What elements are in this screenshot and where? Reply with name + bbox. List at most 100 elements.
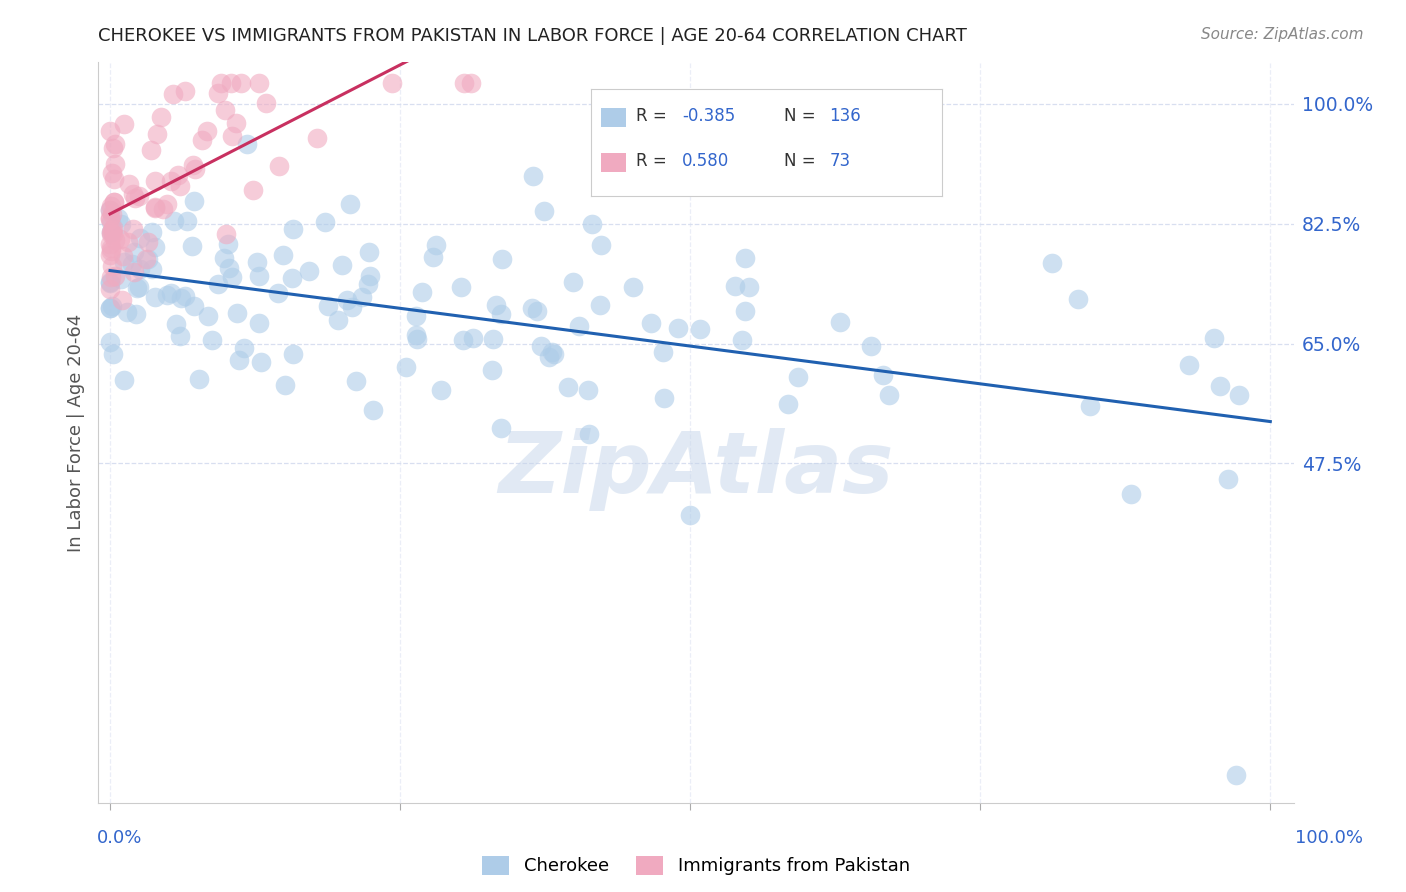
Point — [342, 300, 364, 314]
Point — [481, 363, 503, 377]
Point — [150, 110, 173, 124]
Point — [112, 255, 135, 269]
Point — [339, 197, 361, 211]
Point — [581, 217, 603, 231]
Point — [522, 301, 544, 315]
Point — [679, 508, 702, 522]
Point — [117, 178, 139, 192]
Point — [828, 315, 851, 329]
Point — [734, 304, 756, 318]
Point — [141, 261, 163, 276]
Point — [652, 391, 675, 405]
Point — [352, 290, 374, 304]
Point — [125, 281, 148, 295]
Point — [562, 275, 585, 289]
Point — [538, 351, 561, 365]
Point — [1227, 388, 1250, 402]
Point — [181, 239, 204, 253]
Point — [271, 248, 294, 262]
Point — [218, 260, 240, 275]
Point — [281, 270, 304, 285]
Point — [461, 331, 484, 345]
Point — [162, 87, 184, 102]
Point — [165, 317, 187, 331]
Point — [160, 174, 183, 188]
Point — [100, 225, 122, 239]
Point — [101, 165, 124, 179]
Point — [247, 316, 270, 330]
Point — [233, 341, 256, 355]
Point — [242, 183, 264, 197]
Point — [405, 328, 427, 343]
Point — [283, 347, 305, 361]
Point — [298, 263, 321, 277]
Point — [485, 298, 508, 312]
Point — [212, 251, 235, 265]
Point — [122, 265, 145, 279]
Point — [274, 378, 297, 392]
Point — [1040, 256, 1063, 270]
Text: ZipAtlas: ZipAtlas — [498, 428, 894, 511]
Point — [143, 174, 166, 188]
Point — [100, 244, 122, 258]
Point — [117, 235, 139, 249]
Y-axis label: In Labor Force | Age 20-64: In Labor Force | Age 20-64 — [66, 313, 84, 552]
Point — [621, 279, 644, 293]
Point — [195, 124, 218, 138]
Point — [381, 76, 404, 90]
Point — [101, 141, 124, 155]
Point — [422, 250, 444, 264]
Point — [129, 231, 152, 245]
Point — [450, 279, 472, 293]
Point — [1204, 331, 1226, 345]
Point — [152, 202, 174, 216]
Point — [170, 291, 193, 305]
Point — [734, 251, 756, 265]
Point — [156, 288, 179, 302]
Point — [543, 347, 565, 361]
Point — [183, 194, 205, 209]
Point — [228, 352, 250, 367]
Point — [174, 84, 197, 98]
Point — [530, 339, 553, 353]
Point — [174, 289, 197, 303]
Point — [589, 238, 612, 252]
Point — [723, 279, 745, 293]
Point — [103, 194, 125, 209]
Point — [305, 131, 328, 145]
Point — [101, 227, 124, 241]
Point — [1067, 292, 1090, 306]
Point — [98, 124, 121, 138]
Point — [136, 252, 159, 266]
Point — [482, 332, 505, 346]
Point — [98, 301, 121, 315]
Text: 73: 73 — [830, 153, 851, 170]
Point — [100, 227, 122, 241]
Point — [188, 372, 211, 386]
Point — [1177, 358, 1199, 372]
Point — [453, 76, 475, 90]
Point — [225, 116, 247, 130]
Point — [209, 76, 232, 90]
Point — [491, 421, 513, 435]
Point — [1078, 399, 1101, 413]
Point — [1119, 487, 1142, 501]
Point — [100, 207, 122, 221]
Point — [247, 76, 270, 90]
Point — [136, 235, 159, 249]
Point — [160, 285, 183, 300]
Point — [267, 286, 290, 301]
Point — [568, 318, 591, 333]
Point — [128, 280, 150, 294]
Point — [184, 162, 207, 177]
Point — [640, 316, 662, 330]
Point — [326, 312, 349, 326]
Point — [872, 368, 894, 382]
Point — [141, 225, 163, 239]
Point — [361, 402, 384, 417]
Text: Source: ZipAtlas.com: Source: ZipAtlas.com — [1201, 27, 1364, 42]
Point — [200, 333, 222, 347]
Point — [110, 272, 132, 286]
Point — [731, 333, 754, 347]
Text: R =: R = — [636, 153, 672, 170]
